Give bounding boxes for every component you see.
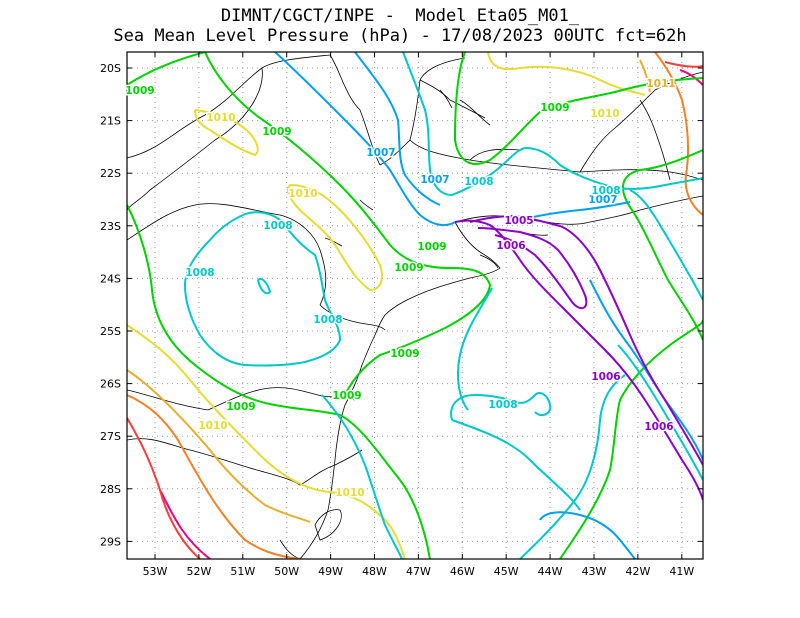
isobar-label: 1006 <box>591 371 620 383</box>
isobar-label: 1006 <box>496 240 525 252</box>
isobar-1009 <box>453 52 703 165</box>
isobar-1008 <box>457 287 493 411</box>
lon-tick-label: 41W <box>669 565 694 578</box>
lon-tick-label: 44W <box>538 565 563 578</box>
isobar-1007 <box>354 52 441 206</box>
isobar-label: 1008 <box>464 176 493 188</box>
isobar-label: 1011 <box>646 78 675 90</box>
isobar-label: 1010 <box>590 108 619 120</box>
map-title: DIMNT/CGCT/INPE - Model Eta05_M01_ <box>220 6 580 26</box>
isobar-label: 1009 <box>540 102 569 114</box>
isobar-1008 <box>402 52 703 197</box>
lon-tick-label: 53W <box>143 565 168 578</box>
isobar-1012 <box>654 52 703 216</box>
lon-tick-label: 45W <box>494 565 519 578</box>
isobar-label: 1010 <box>335 487 364 499</box>
lon-tick-label: 49W <box>318 565 343 578</box>
isobar-1007 <box>519 201 631 221</box>
lat-tick-label: 24S <box>100 272 121 285</box>
isobar-1010 <box>487 52 646 96</box>
isobar-label: 1007 <box>366 147 395 159</box>
isobar-1014 <box>159 489 211 559</box>
lon-tick-label: 43W <box>582 565 607 578</box>
isobar-1009 <box>559 319 703 559</box>
isobar-1006 <box>454 219 703 501</box>
isobar-label: 1010 <box>288 188 317 200</box>
isobar-label: 1007 <box>588 194 617 206</box>
lon-tick-label: 47W <box>406 565 431 578</box>
lat-tick-label: 23S <box>100 220 121 233</box>
axis-ticks: 20S 21S 22S 23S 24S 25S 26S 27S 28S 29S 53W 52W 51W 5… <box>100 52 703 578</box>
isobar-1006 <box>477 227 588 310</box>
isobar-1008 <box>519 374 626 559</box>
isobar-label: 1010 <box>206 112 235 124</box>
map-subtitle: Sea Mean Level Pressure (hPa) - 17/08/20… <box>113 26 687 46</box>
isobar-1014 <box>679 69 703 86</box>
lon-tick-label: 50W <box>274 565 299 578</box>
isobar-1010 <box>194 109 259 157</box>
isobar-1009 <box>204 52 492 396</box>
isobar-1011 <box>127 369 311 523</box>
isobar-1008 <box>450 392 552 421</box>
isobar-label: 1008 <box>263 220 292 232</box>
isobar-1005 <box>469 214 703 466</box>
map-frame <box>126 51 704 560</box>
lon-tick-label: 42W <box>625 565 650 578</box>
isobar-1011 <box>639 59 651 93</box>
isobar-1012 <box>127 394 301 559</box>
isobar-label: 1005 <box>504 215 533 227</box>
isobar-1008 <box>321 394 403 559</box>
isobar-1007 <box>274 52 456 227</box>
isobar-label: 1009 <box>390 348 419 360</box>
isobar-label: 1009 <box>262 126 291 138</box>
isobar-label: 1010 <box>198 420 227 432</box>
isobar-label: 1009 <box>417 241 446 253</box>
isobar-1010 <box>287 184 383 292</box>
isobar-1010 <box>127 324 406 559</box>
isobar-1007 <box>589 279 703 461</box>
isobar-1013 <box>664 61 703 68</box>
isobar-label: 1008 <box>592 186 621 198</box>
lat-tick-label: 29S <box>100 535 121 548</box>
isobar-1008 <box>451 419 581 511</box>
lat-tick-label: 20S <box>100 62 121 75</box>
isobar-1009 <box>127 52 206 86</box>
isobar-label: 1008 <box>488 399 517 411</box>
isobar-1008 <box>257 278 272 295</box>
lat-tick-label: 22S <box>100 167 121 180</box>
isobar-1009 <box>622 149 703 341</box>
lat-tick-label: 27S <box>100 430 121 443</box>
lat-tick-label: 26S <box>100 378 121 391</box>
isobar-1007 <box>539 511 636 559</box>
lat-tick-label: 21S <box>100 115 121 128</box>
isobar-label: 1007 <box>420 174 449 186</box>
lat-tick-label: 28S <box>100 483 121 496</box>
isobar-label: 1009 <box>226 401 255 413</box>
isobar-label: 1008 <box>185 267 214 279</box>
isobar-label: 1009 <box>332 390 361 402</box>
isobar-label: 1009 <box>394 262 423 274</box>
lat-tick-label: 25S <box>100 325 121 338</box>
isobar-label: 1008 <box>313 314 342 326</box>
lon-tick-label: 46W <box>450 565 475 578</box>
isobar-1008 <box>617 344 703 481</box>
lat-lon-grid <box>127 52 703 559</box>
isobar-1009 <box>127 204 431 559</box>
isobar-1008 <box>183 211 342 367</box>
isobar-label: 1009 <box>125 85 154 97</box>
isobar-1008 <box>629 189 703 301</box>
lon-tick-label: 51W <box>230 565 255 578</box>
isobar-label: 1008 <box>591 185 620 197</box>
isobar-label: 1006 <box>644 421 673 433</box>
isobar-contours <box>127 52 703 559</box>
isobar-1013 <box>127 417 201 559</box>
lon-tick-label: 52W <box>186 565 211 578</box>
lon-tick-label: 48W <box>362 565 387 578</box>
